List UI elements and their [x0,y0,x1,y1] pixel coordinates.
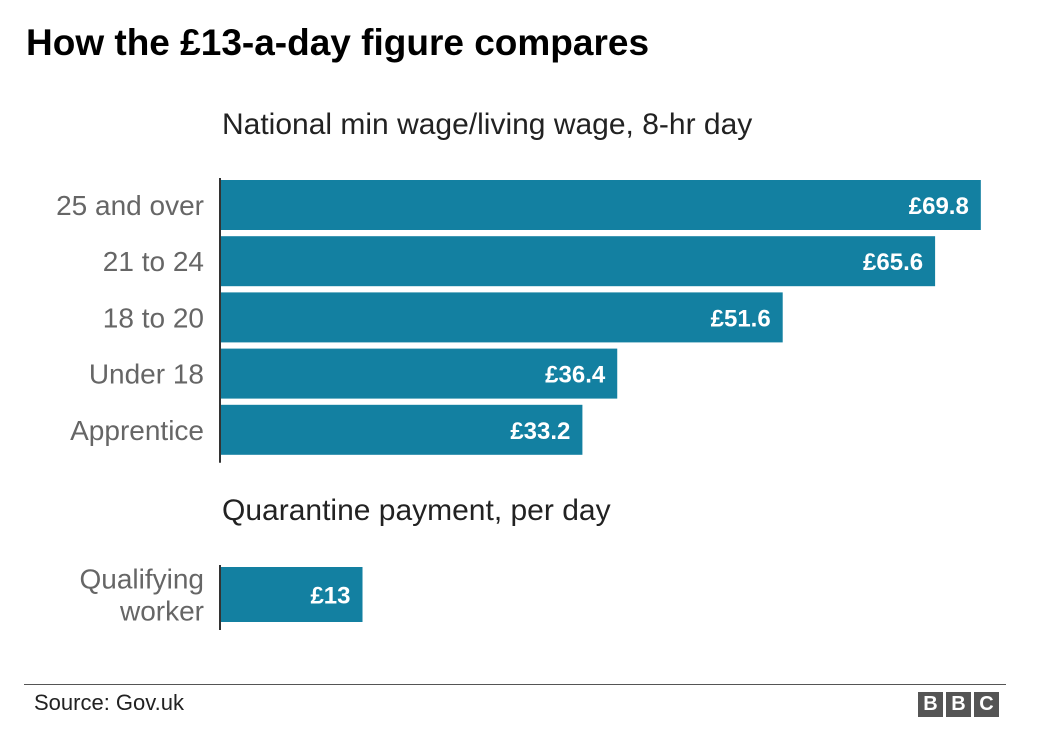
category-label-0-3: Under 18 [89,359,204,390]
section-title-quarantine-payment: Quarantine payment, per day [222,494,611,527]
section-title-minimum-wage: National min wage/living wage, 8-hr day [222,108,753,141]
value-label-1-0: £13 [310,583,350,610]
bar-1-0 [221,567,363,622]
value-label-0-0: £69.8 [909,193,969,220]
bar-0-3 [221,348,618,399]
chart-title: How the £13-a-day figure compares [26,22,650,63]
source-text: Source: Gov.uk [34,690,184,715]
bbc-logo-block-1: B [946,692,971,717]
bar-0-4 [221,404,583,455]
bbc-logo-block-0: B [918,692,943,717]
value-label-0-1: £65.6 [863,249,923,276]
category-label-0-0: 25 and over [56,190,204,221]
footer-divider [24,684,1006,685]
bbc-logo-block-2: C [974,692,999,717]
category-label-0-2: 18 to 20 [103,302,204,333]
category-label-1-0-line-0: Qualifying [79,564,204,595]
bar-0-0 [221,180,981,230]
value-label-0-4: £33.2 [510,418,570,445]
value-label-0-3: £36.4 [545,362,606,389]
category-label-0-4: Apprentice [70,415,204,446]
category-label-0-1: 21 to 24 [103,246,204,277]
bar-0-2 [221,292,783,343]
value-label-0-2: £51.6 [711,305,771,332]
category-label-1-0-line-1: worker [119,596,204,627]
bar-0-1 [221,236,936,287]
